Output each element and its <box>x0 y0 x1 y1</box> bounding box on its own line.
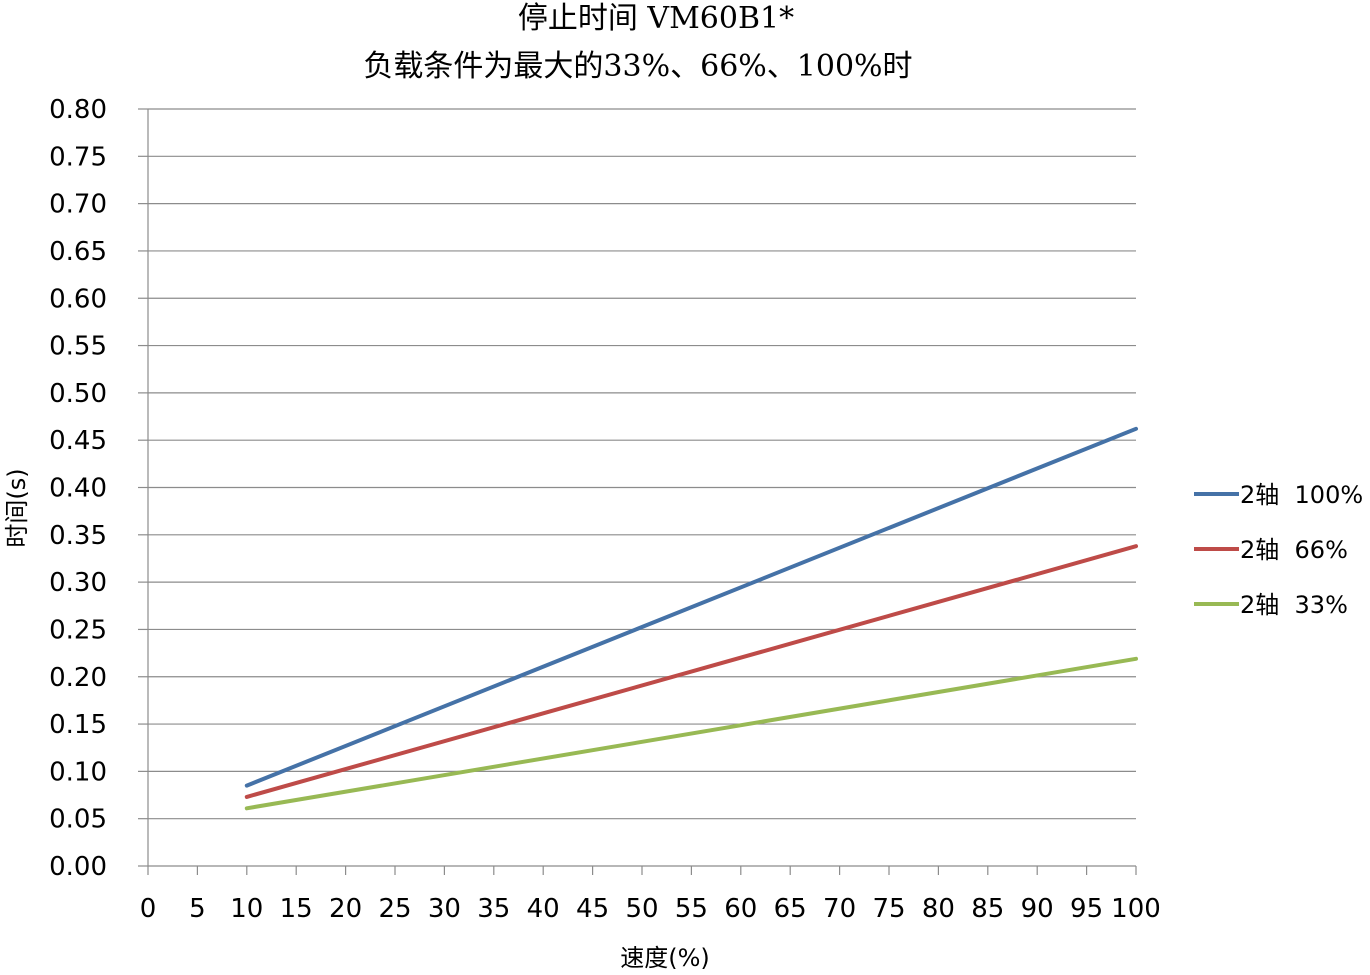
legend-label-2: 2轴 33% <box>1240 591 1348 619</box>
x-tick-label: 60 <box>724 894 757 924</box>
y-tick-label: 0.80 <box>49 95 107 125</box>
x-tick-label: 35 <box>477 894 510 924</box>
x-tick-label: 100 <box>1111 894 1161 924</box>
legend-label-0: 2轴 100% <box>1240 481 1363 509</box>
x-tick-label: 0 <box>140 894 157 924</box>
series-line-2 <box>244 656 1138 811</box>
y-tick-label: 0.15 <box>49 710 107 740</box>
y-axis-title: 时间(s) <box>3 468 31 547</box>
y-tick-label: 0.00 <box>49 852 107 882</box>
x-tick-label: 85 <box>971 894 1004 924</box>
x-tick-label: 15 <box>280 894 313 924</box>
series-lines <box>244 426 1138 811</box>
y-tick-label: 0.45 <box>49 426 107 456</box>
y-tick-label: 0.10 <box>49 757 107 787</box>
y-tick-labels: 0.00 0.05 0.10 0.15 0.20 0.25 0.30 0.35 0.40 0.45… <box>49 95 107 882</box>
y-tick-label: 0.05 <box>49 805 107 835</box>
x-tick-label: 55 <box>675 894 708 924</box>
x-tick-label: 20 <box>329 894 362 924</box>
x-tick-label: 65 <box>774 894 807 924</box>
y-tick-label: 0.30 <box>49 568 107 598</box>
x-tick-label: 45 <box>576 894 609 924</box>
y-tick-label: 0.60 <box>49 284 107 314</box>
y-tick-label: 0.65 <box>49 237 107 267</box>
x-tick-label: 80 <box>922 894 955 924</box>
y-tick-label: 0.55 <box>49 332 107 362</box>
x-tick-label: 25 <box>378 894 411 924</box>
x-tick-label: 40 <box>527 894 560 924</box>
x-axis-title: 速度(%) <box>620 944 710 971</box>
x-tick-label: 95 <box>1070 894 1103 924</box>
x-tick-labels: 0 5 10 15 20 25 30 35 40 45 50 55 60 65 70 75 80 85 90 95 10… <box>140 894 1161 924</box>
grid <box>148 108 1136 820</box>
chart-title-line-2: 负载条件为最大的33%、66%、100%时 <box>363 49 912 84</box>
x-tick-label: 50 <box>625 894 658 924</box>
y-tick-label: 0.35 <box>49 521 107 551</box>
legend: 2轴 100% 2轴 66% 2轴 33% <box>1194 481 1363 619</box>
x-tick-label: 75 <box>872 894 905 924</box>
y-tick-label: 0.75 <box>49 142 107 172</box>
x-tick-label: 70 <box>823 894 856 924</box>
x-tick-label: 30 <box>428 894 461 924</box>
x-tick-label: 90 <box>1021 894 1054 924</box>
y-tick-label: 0.20 <box>49 663 107 693</box>
series-line-1 <box>244 544 1138 799</box>
y-tick-label: 0.50 <box>49 379 107 409</box>
legend-label-1: 2轴 66% <box>1240 536 1348 564</box>
y-tick-label: 0.25 <box>49 615 107 645</box>
y-tick-label: 0.70 <box>49 190 107 220</box>
y-tick-label: 0.40 <box>49 474 107 504</box>
x-tick-label: 5 <box>189 894 206 924</box>
x-tick-label: 10 <box>230 894 263 924</box>
chart-title-line-1: 停止时间 VM60B1* <box>518 1 794 36</box>
axes <box>138 108 1137 875</box>
series-line-0 <box>244 426 1138 788</box>
